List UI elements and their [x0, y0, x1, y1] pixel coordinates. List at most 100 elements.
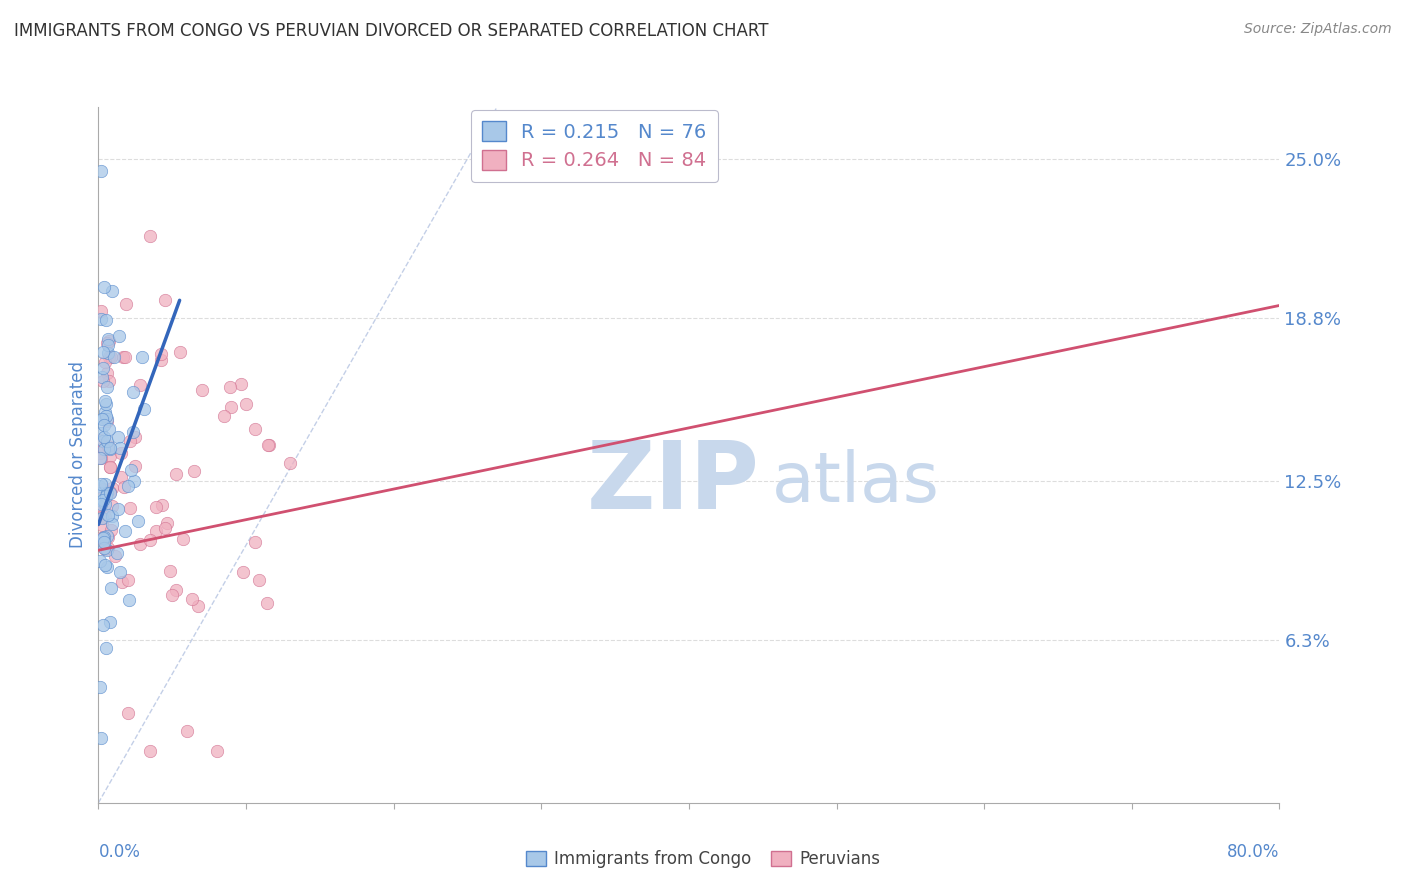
Point: [94, 409, 117, 424]
Point: [98, 460, 121, 475]
Point: [114, 524, 136, 539]
Point: [247, 573, 270, 587]
Point: [117, 479, 139, 493]
Point: [212, 409, 235, 424]
Text: 0.0%: 0.0%: [98, 843, 141, 861]
Text: atlas: atlas: [772, 450, 939, 516]
Point: [98, 459, 121, 474]
Point: [155, 521, 177, 535]
Point: [94, 405, 117, 419]
Point: [111, 351, 134, 365]
Point: [127, 514, 149, 528]
Point: [112, 480, 135, 494]
Legend: Immigrants from Congo, Peruvians: Immigrants from Congo, Peruvians: [519, 844, 887, 875]
Point: [145, 500, 167, 515]
Point: [278, 456, 301, 470]
Point: [100, 517, 122, 532]
Point: [101, 509, 124, 524]
Point: [93, 541, 115, 555]
Point: [98, 615, 121, 629]
Point: [89, 499, 111, 513]
Point: [100, 441, 122, 455]
Point: [139, 533, 162, 547]
Point: [89, 554, 111, 568]
Point: [100, 350, 122, 364]
Point: [94, 397, 117, 411]
Point: [205, 744, 228, 758]
Point: [117, 706, 139, 720]
Text: ZIP: ZIP: [586, 437, 759, 529]
Point: [229, 377, 252, 392]
Point: [90, 164, 112, 178]
Point: [94, 313, 117, 327]
Point: [96, 560, 118, 574]
Point: [91, 494, 114, 508]
Point: [90, 312, 112, 326]
Point: [98, 486, 121, 500]
Text: Source: ZipAtlas.com: Source: ZipAtlas.com: [1244, 22, 1392, 37]
Point: [172, 532, 194, 546]
Point: [97, 541, 120, 555]
Point: [183, 464, 205, 478]
Point: [132, 402, 155, 417]
Point: [110, 441, 132, 455]
Point: [96, 336, 118, 351]
Point: [128, 377, 150, 392]
Point: [124, 430, 146, 444]
Point: [89, 445, 111, 459]
Point: [91, 374, 114, 388]
Point: [91, 344, 114, 359]
Point: [110, 470, 132, 484]
Point: [91, 411, 114, 425]
Point: [245, 422, 267, 436]
Point: [93, 430, 115, 444]
Point: [98, 334, 121, 349]
Point: [187, 599, 209, 613]
Point: [117, 573, 139, 587]
Point: [96, 529, 118, 543]
Point: [243, 534, 266, 549]
Point: [90, 485, 112, 500]
Point: [90, 451, 112, 466]
Point: [104, 549, 127, 564]
Point: [120, 463, 142, 477]
Point: [94, 355, 117, 369]
Point: [94, 489, 117, 503]
Point: [90, 497, 112, 511]
Point: [93, 442, 115, 457]
Point: [94, 393, 117, 408]
Point: [181, 591, 204, 606]
Point: [124, 458, 146, 473]
Point: [93, 493, 115, 508]
Point: [97, 374, 120, 388]
Point: [111, 575, 134, 590]
Point: [98, 421, 121, 435]
Point: [114, 351, 136, 365]
Legend: R = 0.215   N = 76, R = 0.264   N = 84: R = 0.215 N = 76, R = 0.264 N = 84: [471, 110, 718, 182]
Point: [257, 438, 280, 452]
Point: [96, 486, 118, 500]
Point: [139, 744, 162, 758]
Point: [100, 581, 122, 595]
Point: [232, 565, 254, 579]
Point: [139, 228, 162, 243]
Point: [93, 530, 115, 544]
Point: [93, 280, 115, 294]
Point: [159, 564, 181, 578]
Point: [96, 366, 118, 380]
Point: [219, 401, 242, 415]
Point: [165, 583, 187, 598]
Point: [97, 337, 120, 351]
Point: [145, 524, 167, 539]
Point: [98, 450, 121, 464]
Point: [94, 641, 117, 656]
Point: [94, 558, 117, 573]
Point: [90, 476, 112, 491]
Point: [96, 412, 118, 426]
Point: [98, 484, 121, 499]
Point: [94, 510, 117, 524]
Point: [165, 467, 187, 481]
Point: [114, 296, 136, 310]
Point: [98, 442, 121, 456]
Point: [89, 451, 111, 466]
